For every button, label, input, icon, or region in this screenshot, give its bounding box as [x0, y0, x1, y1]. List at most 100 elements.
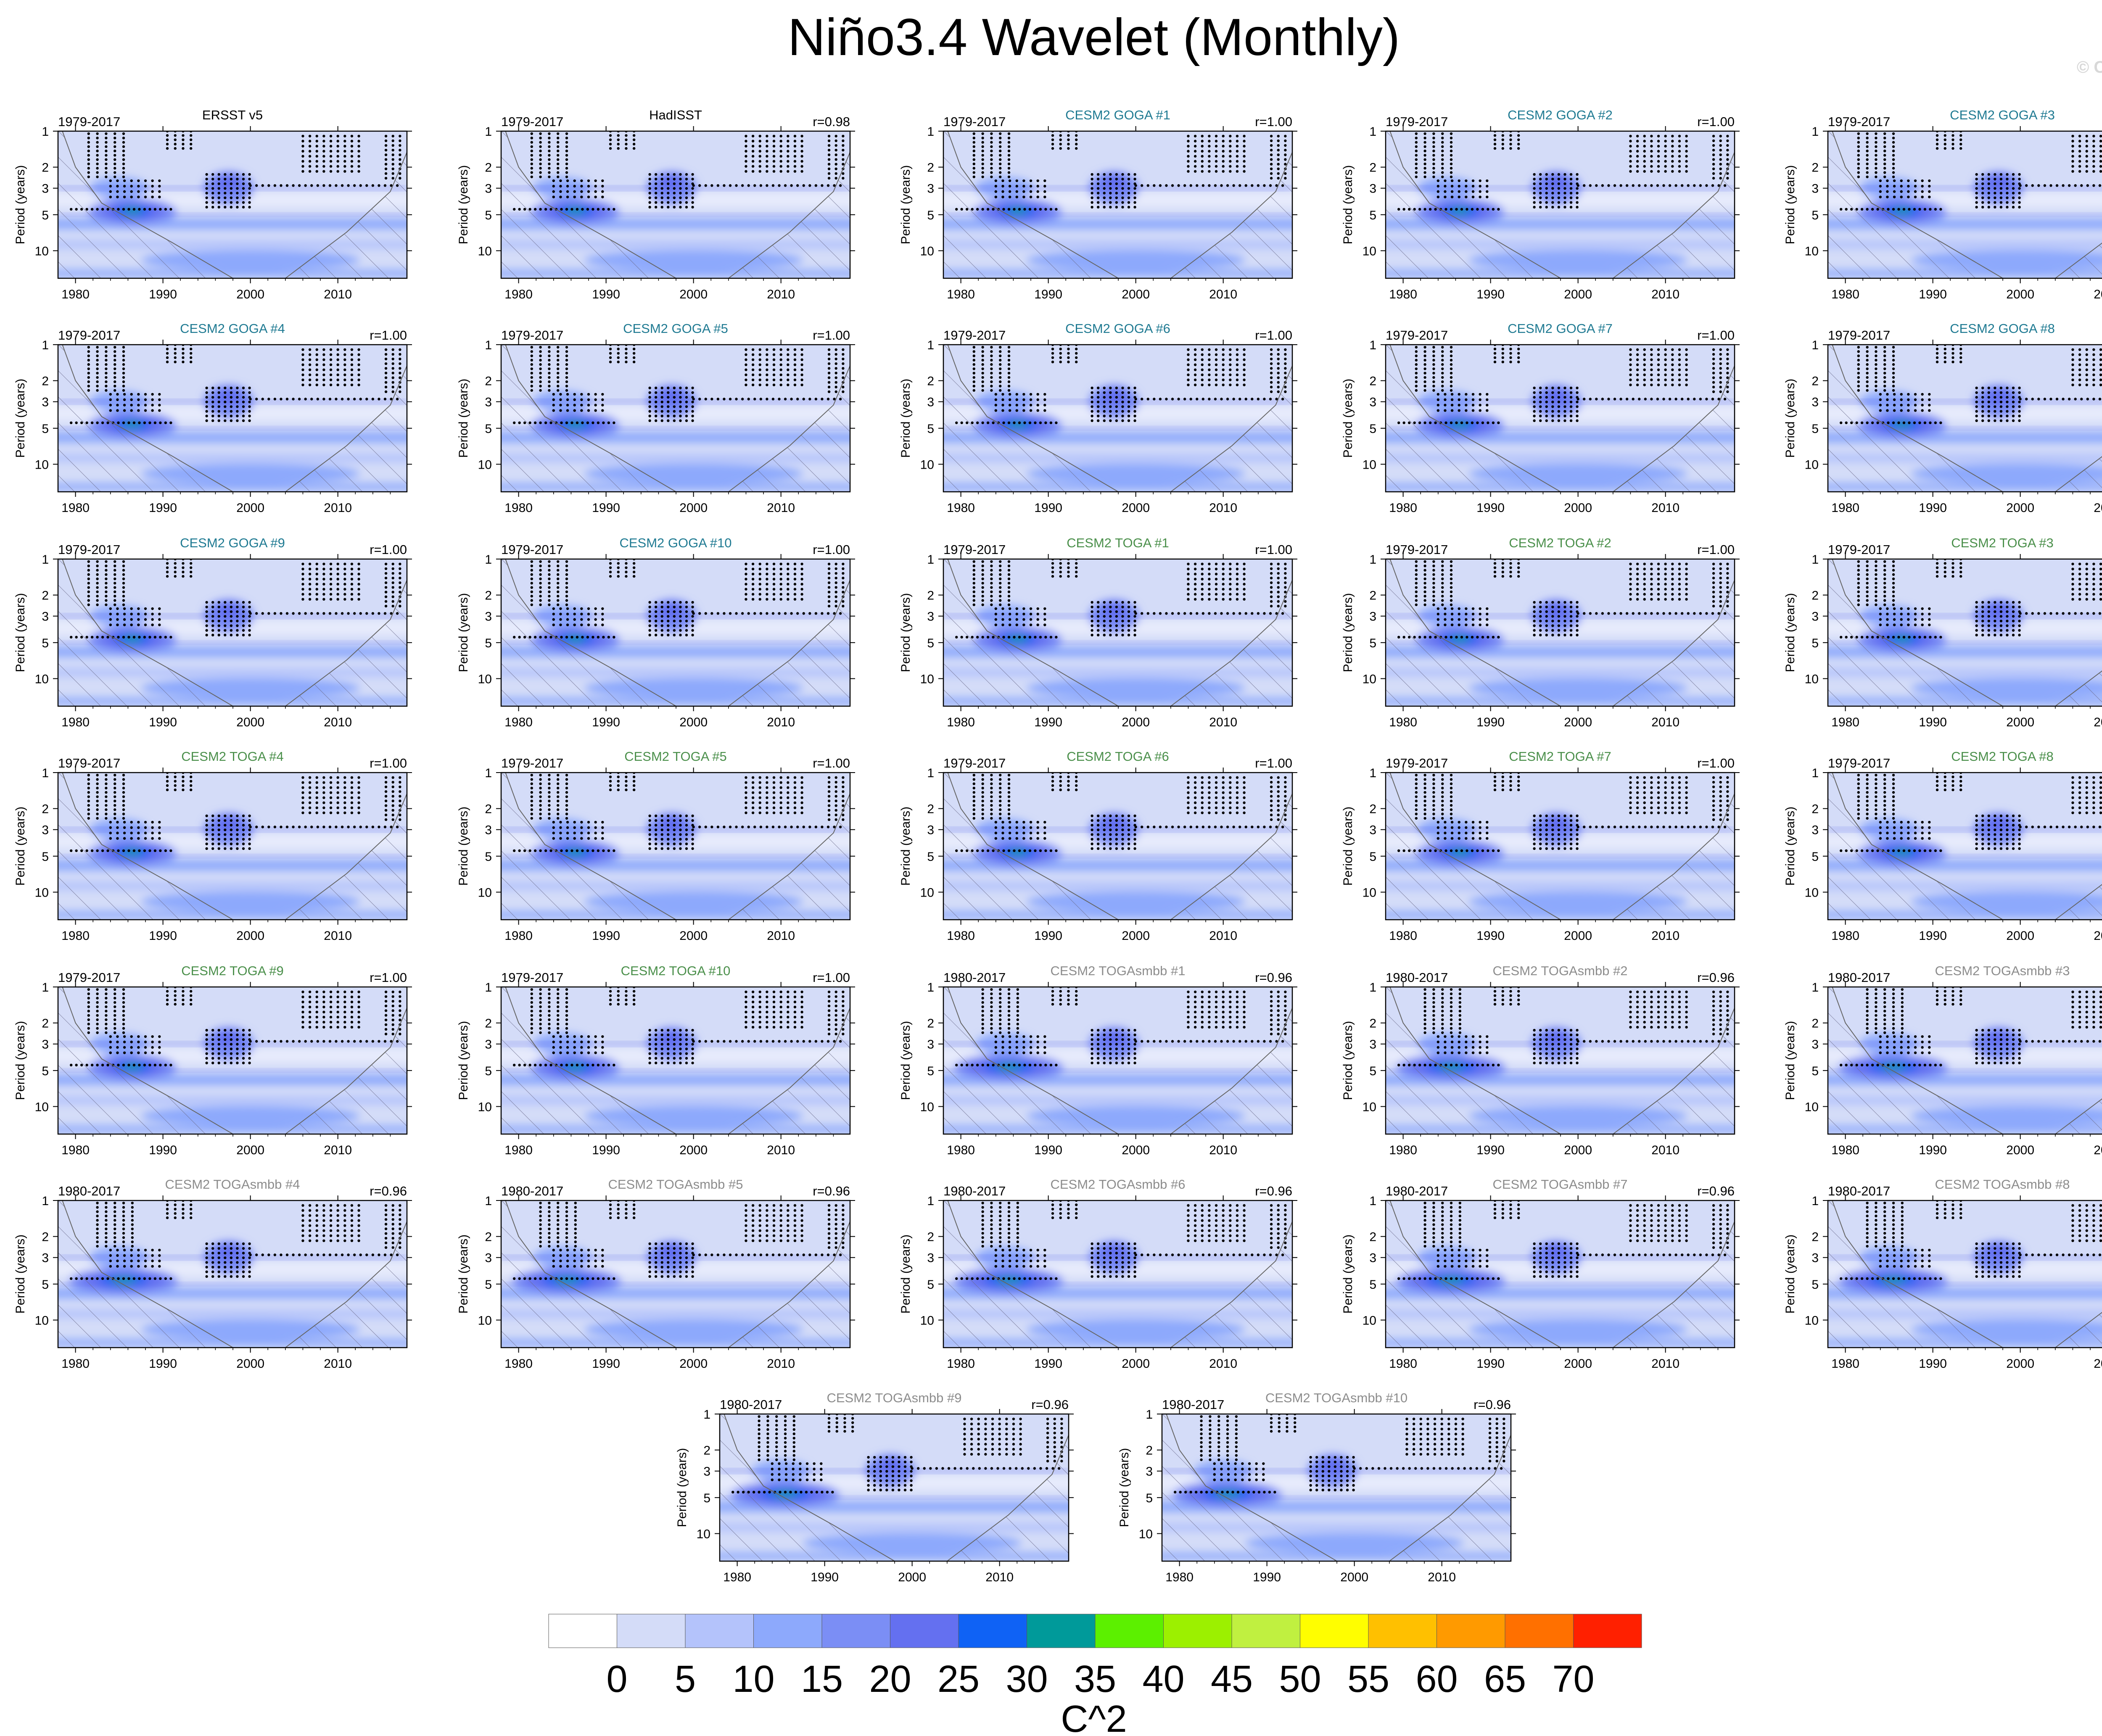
significance-dot: [779, 383, 782, 386]
significance-dot: [1220, 184, 1223, 187]
significance-dot: [158, 398, 161, 401]
significance-dot: [1277, 567, 1280, 570]
significance-dot: [1936, 142, 1939, 146]
significance-dot: [1007, 573, 1011, 576]
significance-dot: [1975, 396, 1978, 399]
significance-dot: [1936, 352, 1939, 355]
significance-dot: [144, 195, 147, 198]
significance-dot: [1284, 581, 1287, 584]
significance-dot: [745, 578, 747, 580]
significance-dot: [1712, 381, 1715, 384]
significance-dot: [1007, 389, 1011, 392]
significance-dot: [1284, 376, 1287, 379]
significance-dot: [667, 196, 670, 199]
significance-dot: [1133, 620, 1136, 623]
significance-dot: [1501, 147, 1504, 150]
significance-dot: [1569, 419, 1573, 422]
significance-dot: [685, 401, 688, 404]
significance-dot: [123, 190, 126, 193]
significance-dot: [166, 138, 169, 141]
significance-dot: [236, 624, 239, 627]
significance-dot: [1208, 160, 1211, 163]
significance-dot: [236, 386, 239, 390]
significance-dot: [1189, 398, 1192, 401]
significance-dot: [159, 636, 162, 639]
significance-dot: [343, 373, 346, 376]
significance-dot: [539, 372, 542, 375]
significance-dot: [182, 356, 185, 359]
significance-dot: [1644, 398, 1647, 401]
significance-dot: [758, 578, 761, 580]
significance-dot: [242, 633, 245, 637]
significance-dot: [1678, 373, 1681, 376]
significance-dot: [1636, 160, 1639, 163]
panel-title: CESM2 GOGA #2: [1508, 108, 1613, 122]
coi-line: [2055, 456, 2102, 492]
significance-dot: [1619, 184, 1622, 187]
significance-dot: [248, 601, 251, 604]
significance-dot: [587, 409, 590, 412]
significance-dot: [1187, 150, 1190, 153]
significance-dot: [2025, 184, 2028, 187]
significance-dot: [1629, 373, 1632, 376]
significance-dot: [1875, 354, 1878, 357]
significance-dot: [548, 385, 551, 388]
significance-dot: [751, 140, 755, 142]
significance-dot: [315, 160, 318, 163]
significance-dot: [1487, 421, 1489, 425]
significance-dot: [301, 562, 304, 565]
significance-dot: [329, 165, 333, 168]
significance-dot: [2012, 196, 2015, 199]
significance-dot: [1918, 421, 1921, 425]
significance-dot: [834, 367, 837, 370]
significance-dot: [1664, 145, 1667, 148]
significance-dot: [1432, 389, 1435, 392]
significance-dot: [565, 208, 568, 211]
significance-dot: [1134, 184, 1137, 187]
significance-dot: [548, 175, 551, 178]
significance-dot: [122, 171, 125, 174]
significance-dot: [800, 598, 803, 601]
significance-dot: [1719, 385, 1722, 389]
significance-dot: [1450, 141, 1453, 144]
significance-dot: [138, 208, 141, 211]
y-tick-label: 3: [927, 182, 934, 196]
significance-dot: [292, 612, 295, 615]
panel-frame: [500, 344, 851, 493]
significance-dot: [607, 421, 610, 425]
significance-dot: [122, 577, 125, 580]
significance-dot: [1229, 567, 1232, 570]
significance-dot: [557, 350, 560, 353]
significance-dot: [1284, 562, 1287, 565]
significance-dot: [573, 404, 576, 406]
significance-dot: [1987, 396, 1990, 399]
significance-dot: [211, 624, 214, 627]
significance-dot: [1159, 612, 1162, 615]
significance-dot: [1712, 376, 1715, 379]
significance-dot: [2080, 184, 2083, 187]
significance-dot: [1215, 150, 1218, 153]
significance-dot: [308, 583, 312, 586]
significance-dot: [1194, 598, 1197, 601]
significance-dot: [1879, 185, 1882, 188]
significance-dot: [557, 380, 560, 383]
significance-dot: [1892, 149, 1895, 153]
significance-dot: [673, 401, 676, 404]
significance-dot: [336, 363, 339, 366]
significance-dot: [1664, 348, 1667, 351]
significance-dot: [565, 636, 568, 639]
significance-dot: [1115, 396, 1118, 399]
significance-dot: [1999, 177, 2003, 181]
significance-dot: [1712, 353, 1715, 356]
significance-dot: [557, 372, 560, 375]
significance-dot: [87, 171, 90, 174]
significance-dot: [784, 184, 787, 187]
significance-dot: [787, 573, 790, 575]
significance-dot: [1441, 367, 1444, 370]
significance-dot: [1103, 405, 1106, 408]
significance-dot: [261, 184, 264, 187]
significance-dot: [105, 385, 108, 388]
significance-dot: [1133, 192, 1136, 195]
significance-dot: [315, 363, 318, 366]
significance-dot: [1441, 137, 1444, 140]
